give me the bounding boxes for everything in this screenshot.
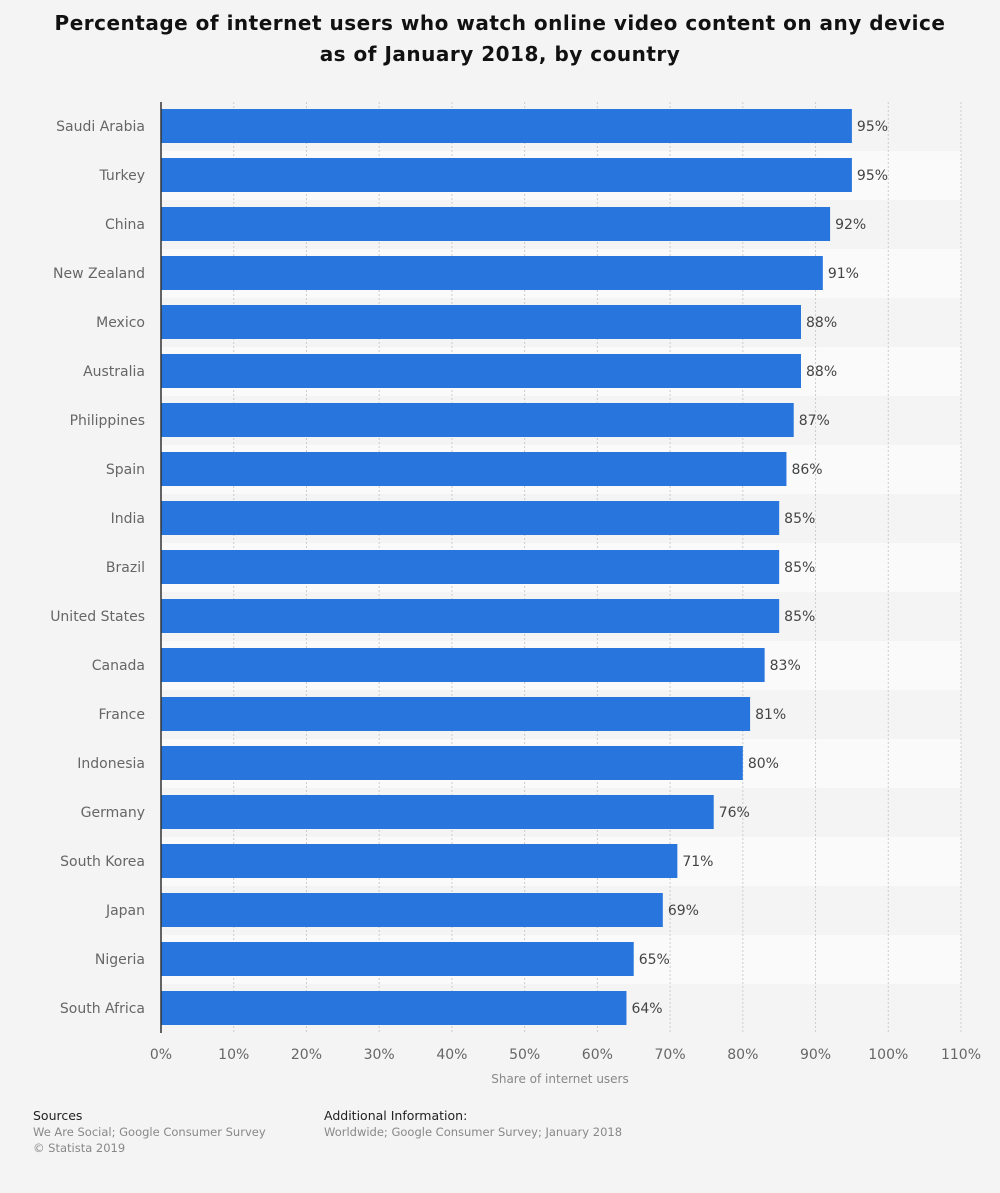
sources-heading: Sources xyxy=(33,1108,83,1123)
y-category-label: Japan xyxy=(105,903,145,919)
data-label: 80% xyxy=(748,756,779,772)
x-tick-label: 10% xyxy=(218,1047,249,1063)
y-category-label: Philippines xyxy=(70,413,145,429)
data-label: 64% xyxy=(631,1001,662,1017)
y-category-label: France xyxy=(98,707,145,723)
bar xyxy=(161,648,765,682)
y-category-label: Mexico xyxy=(96,315,145,331)
bar xyxy=(161,109,852,143)
bar xyxy=(161,501,780,535)
y-category-label: United States xyxy=(50,609,145,625)
y-category-label: New Zealand xyxy=(53,266,145,282)
data-label: 92% xyxy=(835,217,866,233)
bar xyxy=(161,158,852,192)
bar xyxy=(161,697,751,731)
copyright-text: © Statista 2019 xyxy=(33,1141,126,1155)
x-tick-label: 50% xyxy=(509,1047,540,1063)
y-category-label: Nigeria xyxy=(95,952,145,968)
bar xyxy=(161,991,627,1025)
data-label: 88% xyxy=(806,315,837,331)
y-category-label: Australia xyxy=(83,364,145,380)
data-label: 95% xyxy=(857,168,888,184)
data-label: 95% xyxy=(857,119,888,135)
x-tick-label: 80% xyxy=(727,1047,758,1063)
sources-block: Sources We Are Social; Google Consumer S… xyxy=(33,1108,266,1156)
sources-text: We Are Social; Google Consumer Survey xyxy=(33,1125,266,1139)
data-label: 69% xyxy=(668,903,699,919)
y-category-label: China xyxy=(105,217,145,233)
bar xyxy=(161,207,831,241)
data-label: 85% xyxy=(784,609,815,625)
x-tick-label: 30% xyxy=(364,1047,395,1063)
data-label: 76% xyxy=(719,805,750,821)
chart-title: Percentage of internet users who watch o… xyxy=(54,11,946,66)
bar-chart: 0% 10% 20% 30% 40% 50% 60% 70% 80% 90% 100% 110% Sau… xyxy=(50,102,981,1086)
y-category-label: South Africa xyxy=(60,1001,145,1017)
bar xyxy=(161,893,663,927)
x-tick-label: 100% xyxy=(868,1047,908,1063)
bar xyxy=(161,795,714,829)
data-label: 85% xyxy=(784,560,815,576)
data-label: 71% xyxy=(682,854,713,870)
y-category-label: South Korea xyxy=(60,854,145,870)
additional-info-text: Worldwide; Google Consumer Survey; Janua… xyxy=(324,1125,623,1139)
x-axis-title: Share of internet users xyxy=(491,1072,629,1086)
x-tick-label: 70% xyxy=(655,1047,686,1063)
x-tick-label: 20% xyxy=(291,1047,322,1063)
bar xyxy=(161,550,780,584)
data-label: 87% xyxy=(799,413,830,429)
bar xyxy=(161,844,678,878)
data-label: 86% xyxy=(791,462,822,478)
y-category-label: Canada xyxy=(92,658,145,674)
bar xyxy=(161,256,823,290)
y-category-label: Indonesia xyxy=(77,756,145,772)
x-tick-label: 60% xyxy=(582,1047,613,1063)
bar xyxy=(161,452,787,486)
bar xyxy=(161,354,801,388)
y-category-label: Saudi Arabia xyxy=(56,119,145,135)
data-label: 85% xyxy=(784,511,815,527)
y-category-label: Brazil xyxy=(106,560,145,576)
bar xyxy=(161,599,780,633)
bar xyxy=(161,403,794,437)
additional-info-heading: Additional Information: xyxy=(324,1108,468,1123)
data-label: 88% xyxy=(806,364,837,380)
y-category-label: Turkey xyxy=(98,168,145,184)
data-label: 81% xyxy=(755,707,786,723)
bar xyxy=(161,305,801,339)
additional-info-block: Additional Information: Worldwide; Googl… xyxy=(324,1108,622,1140)
bar xyxy=(161,746,743,780)
bar xyxy=(161,942,634,976)
data-label: 91% xyxy=(828,266,859,282)
x-tick-label: 110% xyxy=(941,1047,981,1063)
y-category-label: Germany xyxy=(81,805,145,821)
data-label: 83% xyxy=(770,658,801,674)
x-tick-label: 0% xyxy=(150,1047,172,1063)
y-category-label: Spain xyxy=(106,462,145,478)
y-category-label: India xyxy=(111,511,145,527)
x-tick-label: 40% xyxy=(436,1047,467,1063)
data-label: 65% xyxy=(639,952,670,968)
x-tick-label: 90% xyxy=(800,1047,831,1063)
